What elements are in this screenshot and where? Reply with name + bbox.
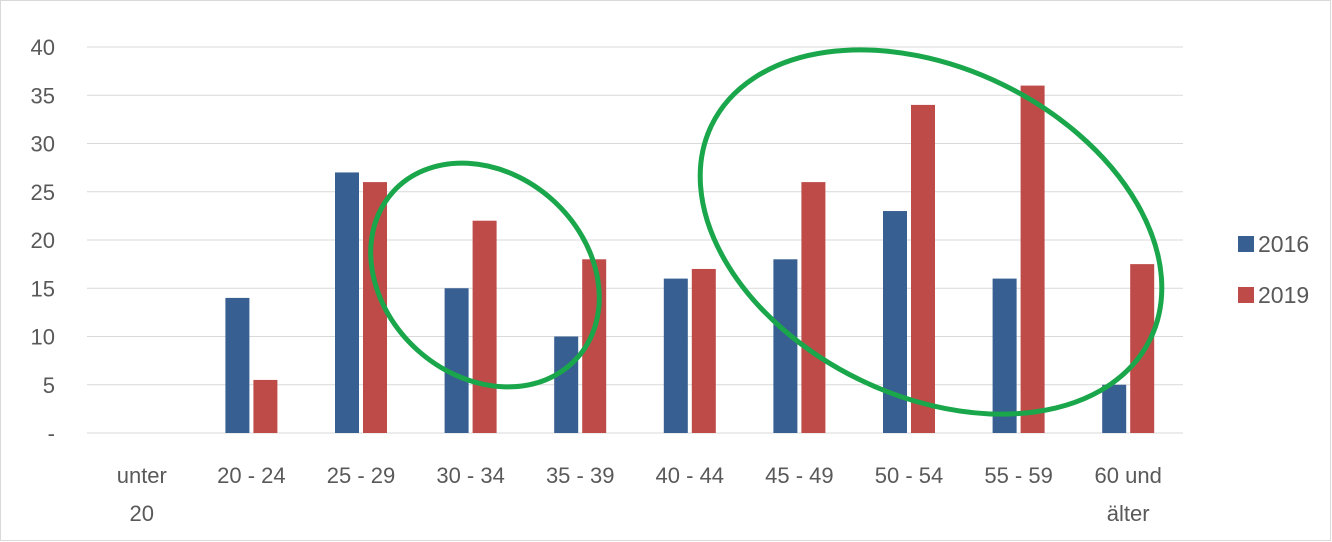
y-tick-label: - bbox=[48, 421, 55, 446]
y-tick-label: 25 bbox=[31, 180, 55, 205]
y-tick-label: 35 bbox=[31, 83, 55, 108]
legend-swatch-2019 bbox=[1238, 287, 1254, 303]
bar-2019-6 bbox=[801, 182, 826, 433]
annotations bbox=[368, 47, 1165, 417]
bar-2016-2 bbox=[335, 172, 359, 433]
x-tick-label: 45 - 49 bbox=[765, 463, 834, 488]
y-tick-labels: - 5 10 15 20 25 30 35 40 bbox=[31, 35, 55, 446]
y-tick-label: 40 bbox=[31, 35, 55, 60]
y-tick-label: 30 bbox=[31, 132, 55, 157]
legend-label-2016: 2016 bbox=[1258, 230, 1310, 257]
y-tick-label: 20 bbox=[31, 228, 55, 253]
bar-2016-4 bbox=[554, 336, 579, 433]
legend-item-2016: 2016 bbox=[1238, 230, 1310, 257]
gridlines bbox=[87, 46, 1183, 434]
x-tick-label: 60 und bbox=[1095, 463, 1162, 488]
x-tick-label: 25 - 29 bbox=[327, 463, 396, 488]
x-tick-label: 20 - 24 bbox=[217, 463, 286, 488]
bar-2019-1 bbox=[253, 379, 278, 433]
legend: 2016 2019 bbox=[1238, 230, 1310, 334]
bar-2016-3 bbox=[444, 288, 469, 433]
bar-2019-5 bbox=[691, 268, 716, 433]
bar-2016-9 bbox=[1102, 384, 1127, 433]
legend-item-2019: 2019 bbox=[1238, 281, 1310, 308]
bar-2016-6 bbox=[773, 259, 798, 433]
highlight-ellipse-1 bbox=[368, 160, 602, 390]
bar-2016-1 bbox=[225, 297, 250, 433]
x-tick-label: 35 - 39 bbox=[546, 463, 615, 488]
bar-2019-8 bbox=[1020, 85, 1045, 433]
legend-label-2019: 2019 bbox=[1258, 281, 1310, 308]
x-tick-label: 50 - 54 bbox=[875, 463, 944, 488]
legend-swatch-2016 bbox=[1238, 236, 1254, 252]
x-tick-label: 40 - 44 bbox=[656, 463, 725, 488]
bar-2016-5 bbox=[663, 278, 688, 433]
bar-2016-8 bbox=[992, 278, 1017, 433]
bar-2019-3 bbox=[472, 220, 497, 433]
bar-2019-7 bbox=[911, 104, 935, 434]
x-tick-label: unter bbox=[117, 463, 167, 488]
y-tick-label: 15 bbox=[31, 276, 55, 301]
x-tick-label: 55 - 59 bbox=[984, 463, 1053, 488]
bars bbox=[225, 85, 1155, 434]
x-tick-label: 20 bbox=[130, 501, 154, 526]
y-tick-label: 5 bbox=[43, 373, 55, 398]
y-tick-label: 10 bbox=[31, 325, 55, 350]
x-tick-labels: unter 20 20 - 24 25 - 29 30 - 34 35 - 39 40 - … bbox=[117, 463, 1162, 526]
highlight-ellipse-2 bbox=[697, 47, 1165, 417]
x-tick-label: älter bbox=[1107, 501, 1150, 526]
x-tick-label: 30 - 34 bbox=[436, 463, 505, 488]
